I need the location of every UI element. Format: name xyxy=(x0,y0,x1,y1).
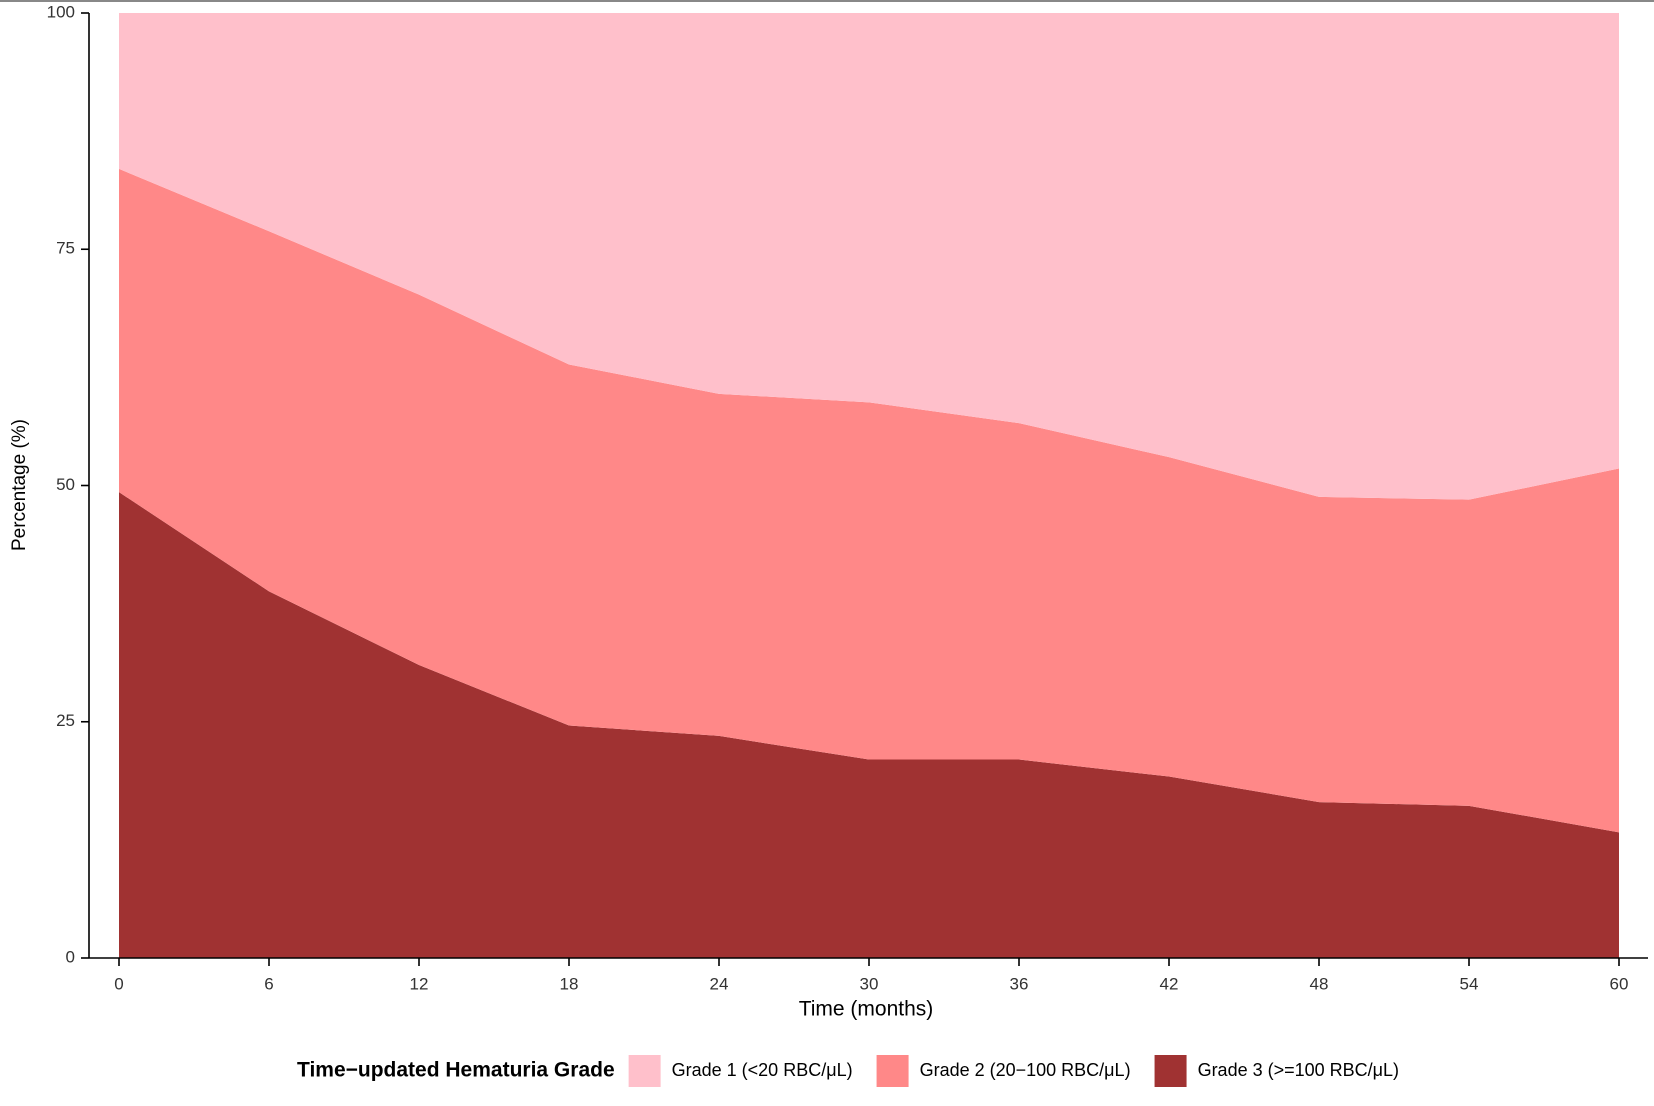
x-tick-label: 48 xyxy=(1310,974,1329,993)
y-tick-label: 75 xyxy=(56,239,75,258)
legend-swatch xyxy=(628,1055,661,1087)
x-axis-label: Time (months) xyxy=(799,998,934,1021)
x-tick-label: 60 xyxy=(1610,974,1629,993)
y-axis-label: Percentage (%) xyxy=(9,419,30,551)
x-tick-label: 54 xyxy=(1460,974,1479,993)
y-tick-label: 100 xyxy=(47,2,75,21)
x-tick-label: 36 xyxy=(1010,974,1029,993)
area xyxy=(119,492,1619,958)
x-tick-label: 6 xyxy=(264,974,273,993)
x-tick-label: 12 xyxy=(410,974,429,993)
legend-label: Grade 3 (>=100 RBC/μL) xyxy=(1198,1060,1399,1080)
legend-label: Grade 1 (<20 RBC/μL) xyxy=(672,1060,853,1080)
x-tick-label: 42 xyxy=(1160,974,1179,993)
y-tick-label: 0 xyxy=(66,947,75,966)
legend-swatch xyxy=(1154,1055,1187,1087)
y-tick-label: 50 xyxy=(56,475,75,494)
legend-label: Grade 2 (20−100 RBC/μL) xyxy=(920,1060,1131,1080)
x-tick-label: 0 xyxy=(114,974,123,993)
x-tick-label: 24 xyxy=(710,974,729,993)
y-tick-label: 25 xyxy=(56,711,75,730)
x-tick-label: 18 xyxy=(560,974,579,993)
area xyxy=(119,13,1619,500)
area xyxy=(119,168,1619,833)
legend-title: Time−updated Hematuria Grade xyxy=(297,1059,615,1082)
legend-swatch xyxy=(876,1055,909,1087)
x-tick-label: 30 xyxy=(860,974,879,993)
